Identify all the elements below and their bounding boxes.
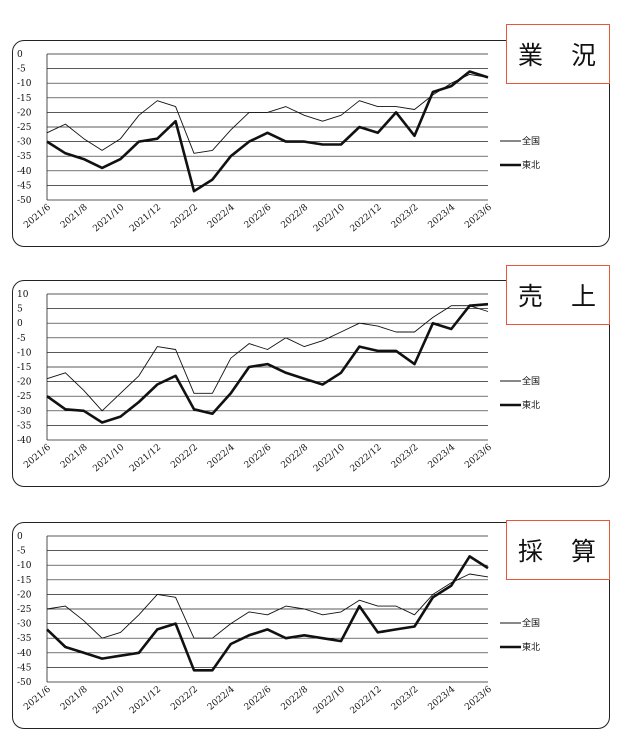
x-tick-label: 2022/6 — [243, 684, 274, 712]
y-tick-label: -10 — [17, 561, 32, 571]
y-tick-label: -50 — [17, 196, 32, 206]
y-tick-label: -5 — [17, 65, 26, 75]
x-tick-label: 2022/4 — [206, 684, 237, 712]
y-tick-label: -20 — [17, 378, 32, 388]
x-tick-label: 2022/12 — [349, 685, 384, 717]
x-tick-label: 2022/10 — [312, 684, 347, 716]
y-tick-label: -40 — [17, 436, 32, 446]
y-tick-label: -45 — [17, 663, 32, 673]
y-tick-label: -35 — [17, 152, 32, 162]
x-tick-label: 2021/12 — [128, 685, 163, 717]
x-tick-label: 2023/6 — [463, 684, 494, 712]
x-tick-label: 2023/6 — [463, 202, 494, 230]
x-tick-label: 2022/4 — [206, 442, 237, 470]
x-tick-label: 2022/2 — [169, 685, 200, 713]
series-line-zenkoku — [46, 305, 489, 412]
x-tick-label: 2021/10 — [91, 202, 126, 234]
legend-label: 全国 — [522, 617, 540, 629]
x-tick-label: 2021/6 — [22, 684, 53, 712]
x-tick-label: 2022/4 — [206, 202, 237, 230]
x-tick-label: 2022/2 — [169, 203, 200, 231]
y-tick-label: 10 — [17, 290, 29, 300]
title-saisan: 採 算 — [518, 537, 606, 566]
legend-label: 全国 — [522, 375, 540, 387]
x-tick-label: 2023/2 — [390, 685, 421, 713]
x-tick-label: 2022/12 — [349, 203, 384, 235]
x-tick-label: 2022/12 — [349, 443, 384, 475]
x-tick-label: 2023/2 — [390, 443, 421, 471]
y-tick-label: -5 — [17, 547, 26, 557]
y-tick-label: -25 — [17, 392, 32, 402]
x-tick-label: 2023/2 — [390, 203, 421, 231]
y-tick-label: -5 — [17, 334, 26, 344]
y-tick-label: -15 — [17, 576, 32, 586]
x-tick-label: 2021/8 — [59, 202, 90, 230]
x-tick-label: 2021/8 — [59, 684, 90, 712]
x-tick-label: 2023/4 — [426, 684, 457, 712]
y-tick-label: -30 — [17, 138, 32, 148]
y-tick-label: -10 — [17, 79, 32, 89]
x-tick-label: 2022/8 — [279, 442, 310, 470]
y-tick-label: -45 — [17, 181, 32, 191]
x-tick-label: 2021/8 — [59, 442, 90, 470]
x-tick-label: 2022/8 — [279, 684, 310, 712]
y-tick-label: -35 — [17, 634, 32, 644]
series-line-tohoku — [46, 555, 489, 672]
y-tick-label: -30 — [17, 620, 32, 630]
series-line-tohoku — [46, 70, 489, 193]
x-tick-label: 2022/6 — [243, 202, 274, 230]
x-tick-label: 2022/10 — [312, 442, 347, 474]
y-tick-label: -10 — [17, 348, 32, 358]
y-tick-label: 0 — [17, 319, 23, 329]
legend-label: 全国 — [522, 135, 540, 147]
x-tick-label: 2021/10 — [91, 442, 126, 474]
y-tick-label: -20 — [17, 108, 32, 118]
x-tick-label: 2022/10 — [312, 202, 347, 234]
y-tick-label: -25 — [17, 123, 32, 133]
y-tick-label: -50 — [17, 678, 32, 688]
y-tick-label: 0 — [17, 532, 23, 542]
x-tick-label: 2021/6 — [22, 442, 53, 470]
series-line-zenkoku — [46, 73, 489, 154]
x-tick-label: 2022/8 — [279, 202, 310, 230]
x-tick-label: 2021/6 — [22, 202, 53, 230]
legend-label: 東北 — [522, 399, 540, 411]
x-tick-label: 2021/10 — [91, 684, 126, 716]
series-line-tohoku — [46, 302, 489, 424]
y-tick-label: -20 — [17, 590, 32, 600]
x-tick-label: 2022/2 — [169, 443, 200, 471]
label-uriage: 売 上 — [506, 265, 610, 325]
y-tick-label: -30 — [17, 407, 32, 417]
series-line-zenkoku — [46, 573, 489, 639]
title-uriage: 売 上 — [518, 282, 606, 311]
x-tick-label: 2021/12 — [128, 443, 163, 475]
y-tick-label: -40 — [17, 649, 32, 659]
y-tick-label: 5 — [17, 305, 23, 315]
y-tick-label: -15 — [17, 363, 32, 373]
x-tick-label: 2021/12 — [128, 203, 163, 235]
y-tick-label: -35 — [17, 421, 32, 431]
title-gyoukyou: 業 況 — [518, 41, 606, 70]
x-tick-label: 2023/6 — [463, 442, 494, 470]
x-tick-label: 2023/4 — [426, 442, 457, 470]
y-tick-label: -40 — [17, 167, 32, 177]
legend-label: 東北 — [522, 159, 540, 171]
x-tick-label: 2023/4 — [426, 202, 457, 230]
y-tick-label: -15 — [17, 94, 32, 104]
label-gyoukyou: 業 況 — [506, 24, 610, 84]
x-tick-label: 2022/6 — [243, 442, 274, 470]
label-saisan: 採 算 — [506, 520, 610, 580]
y-tick-label: 0 — [17, 50, 23, 60]
y-tick-label: -25 — [17, 605, 32, 615]
legend-label: 東北 — [522, 641, 540, 653]
